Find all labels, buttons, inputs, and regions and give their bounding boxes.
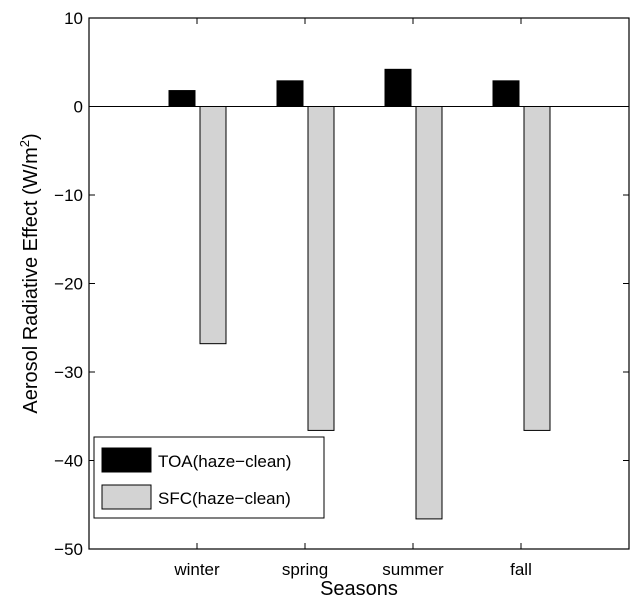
- bar-toa-fall: [492, 80, 520, 107]
- bars-layer: [168, 68, 551, 520]
- bar-toa-summer: [384, 68, 412, 107]
- legend-swatch-toa: [101, 447, 152, 473]
- y-tick-label: −10: [54, 186, 83, 205]
- x-tick-label-fall: fall: [510, 560, 532, 579]
- y-tick-label: 10: [64, 9, 83, 28]
- legend-swatch-sfc: [101, 484, 152, 510]
- bar-sfc-fall: [523, 106, 551, 431]
- bar-toa-winter: [168, 90, 196, 107]
- x-axis-label: Seasons: [320, 578, 398, 600]
- y-tick-label: −50: [54, 540, 83, 559]
- y-tick-label: −30: [54, 363, 83, 382]
- x-tick-label-summer: summer: [382, 560, 444, 579]
- bar-toa-spring: [276, 80, 304, 107]
- y-axis-label-suffix: ): [20, 133, 42, 140]
- bar-sfc-summer: [415, 106, 443, 520]
- legend-label-sfc: SFC(haze−clean): [158, 489, 291, 508]
- x-tick-label-winter: winter: [173, 560, 220, 579]
- y-axis-label: Aerosol Radiative Effect (W/m2): [17, 133, 42, 413]
- y-axis-label-superscript: 2: [17, 140, 32, 147]
- y-tick-label: 0: [74, 98, 83, 117]
- legend: TOA(haze−clean) SFC(haze−clean): [93, 436, 325, 519]
- ticks-layer: 10 0 −10 −20 −30 −40 −50 winter spring summer fall: [54, 9, 629, 579]
- y-tick-label: −40: [54, 452, 83, 471]
- y-tick-label: −20: [54, 275, 83, 294]
- bar-sfc-winter: [199, 106, 227, 345]
- legend-label-toa: TOA(haze−clean): [158, 452, 291, 471]
- y-axis-label-main: Aerosol Radiative Effect (W/m: [20, 147, 42, 413]
- x-tick-label-spring: spring: [282, 560, 328, 579]
- bar-sfc-spring: [307, 106, 335, 431]
